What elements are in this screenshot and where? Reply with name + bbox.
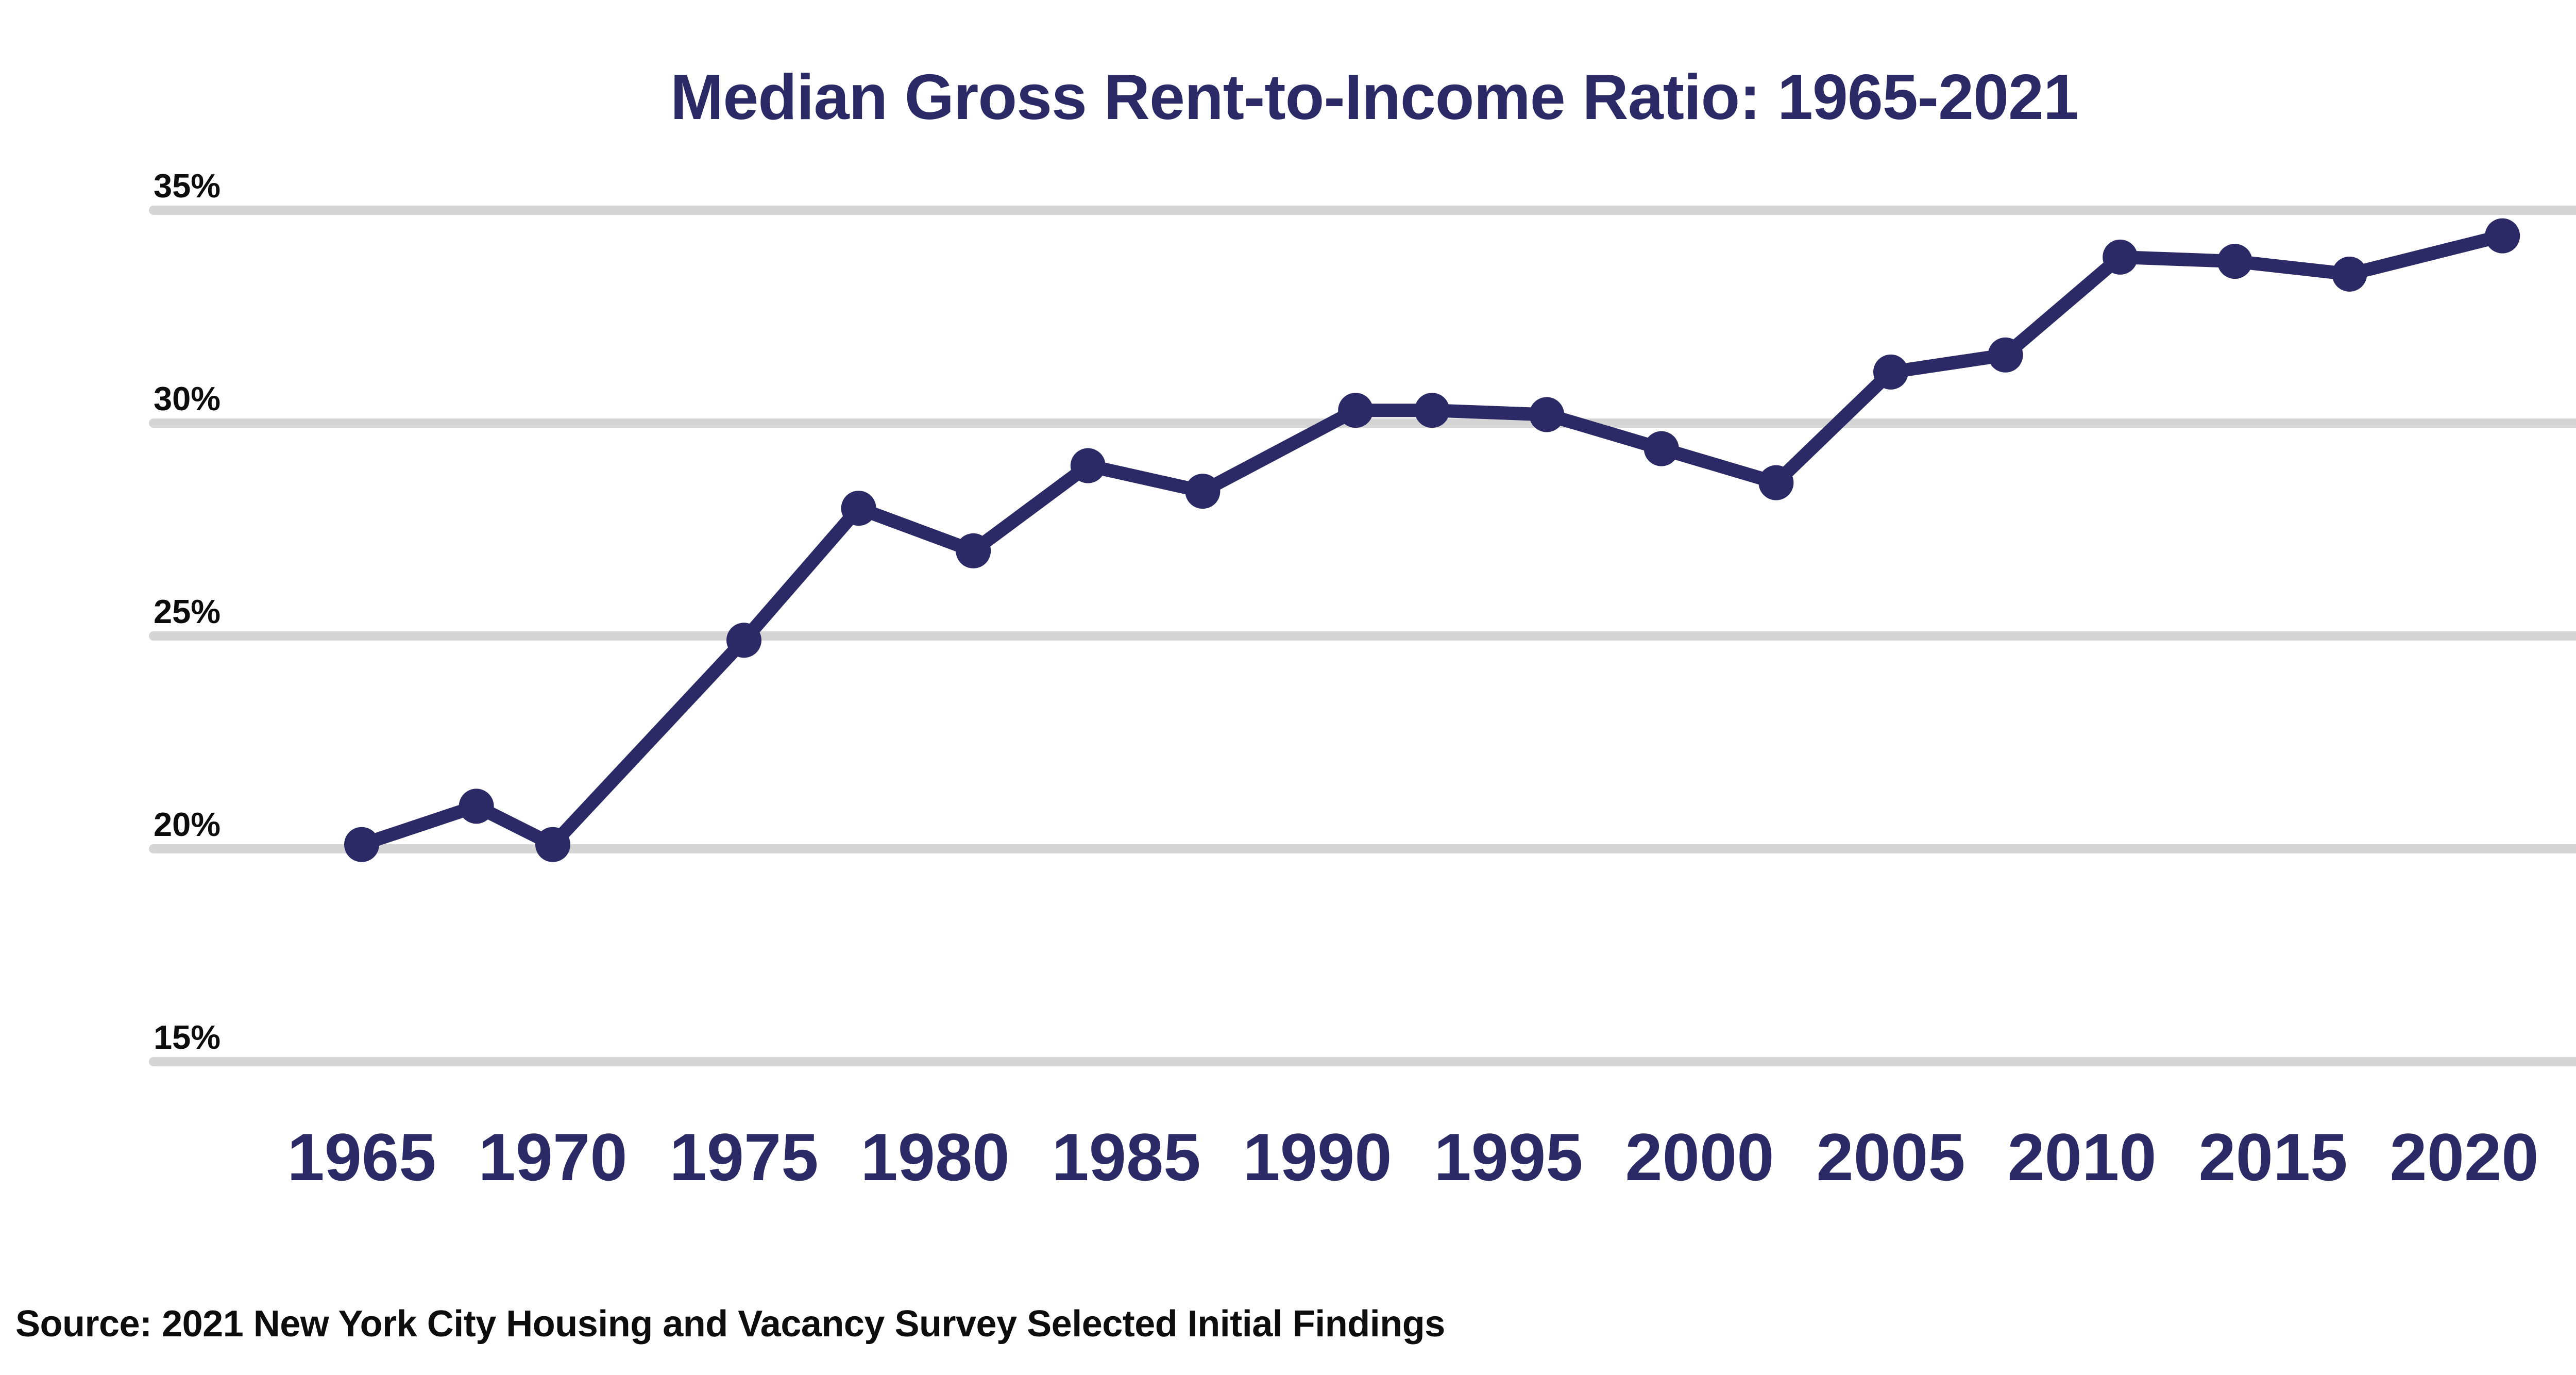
x-axis-label-1980: 1980 <box>860 1119 1010 1195</box>
x-axis-label-1965: 1965 <box>287 1119 436 1195</box>
data-point-1999 <box>1643 431 1679 466</box>
y-axis-label-20: 20% <box>154 806 221 843</box>
data-point-1978 <box>841 491 876 526</box>
data-series <box>344 218 2520 862</box>
data-point-1970 <box>535 827 570 862</box>
x-axis-label-1970: 1970 <box>478 1119 628 1195</box>
x-axis-label-2005: 2005 <box>1816 1119 1965 1195</box>
data-point-1996 <box>1529 397 1565 432</box>
data-point-2005 <box>1873 354 1908 390</box>
y-axis-label-25: 25% <box>154 593 221 630</box>
x-axis-label-1975: 1975 <box>669 1119 819 1195</box>
gridlines <box>149 206 2576 1066</box>
data-point-1987 <box>1185 474 1221 509</box>
data-point-1965 <box>344 827 379 862</box>
x-axis-label-2020: 2020 <box>2389 1119 2539 1195</box>
data-point-1984 <box>1070 448 1106 483</box>
data-point-1968 <box>459 789 494 824</box>
x-axis-label-2000: 2000 <box>1625 1119 1774 1195</box>
x-axis-label-2010: 2010 <box>2007 1119 2157 1195</box>
data-point-1975 <box>726 623 761 658</box>
trend-line <box>355 229 2510 851</box>
data-point-1981 <box>956 533 991 568</box>
data-point-2002 <box>1758 465 1794 500</box>
y-axis-label-35: 35% <box>154 167 221 205</box>
data-point-2021 <box>2485 218 2520 254</box>
x-axis-label-1990: 1990 <box>1243 1119 1392 1195</box>
chart-title: Median Gross Rent-to-Income Ratio: 1965-… <box>670 62 2079 133</box>
x-axis-label-2015: 2015 <box>2198 1119 2348 1195</box>
data-point-2017 <box>2332 256 2367 292</box>
x-axis-label-1985: 1985 <box>1052 1119 1201 1195</box>
source-note: Source: 2021 New York City Housing and V… <box>15 1303 1445 1345</box>
y-axis-label-15: 15% <box>154 1018 221 1056</box>
x-axis-label-1995: 1995 <box>1434 1119 1583 1195</box>
data-point-2014 <box>2217 244 2252 279</box>
data-point-2011 <box>2103 239 2138 275</box>
data-point-1993 <box>1414 393 1450 428</box>
y-axis-label-30: 30% <box>154 380 221 417</box>
data-point-2008 <box>1988 337 2023 373</box>
data-point-1991 <box>1338 393 1374 428</box>
